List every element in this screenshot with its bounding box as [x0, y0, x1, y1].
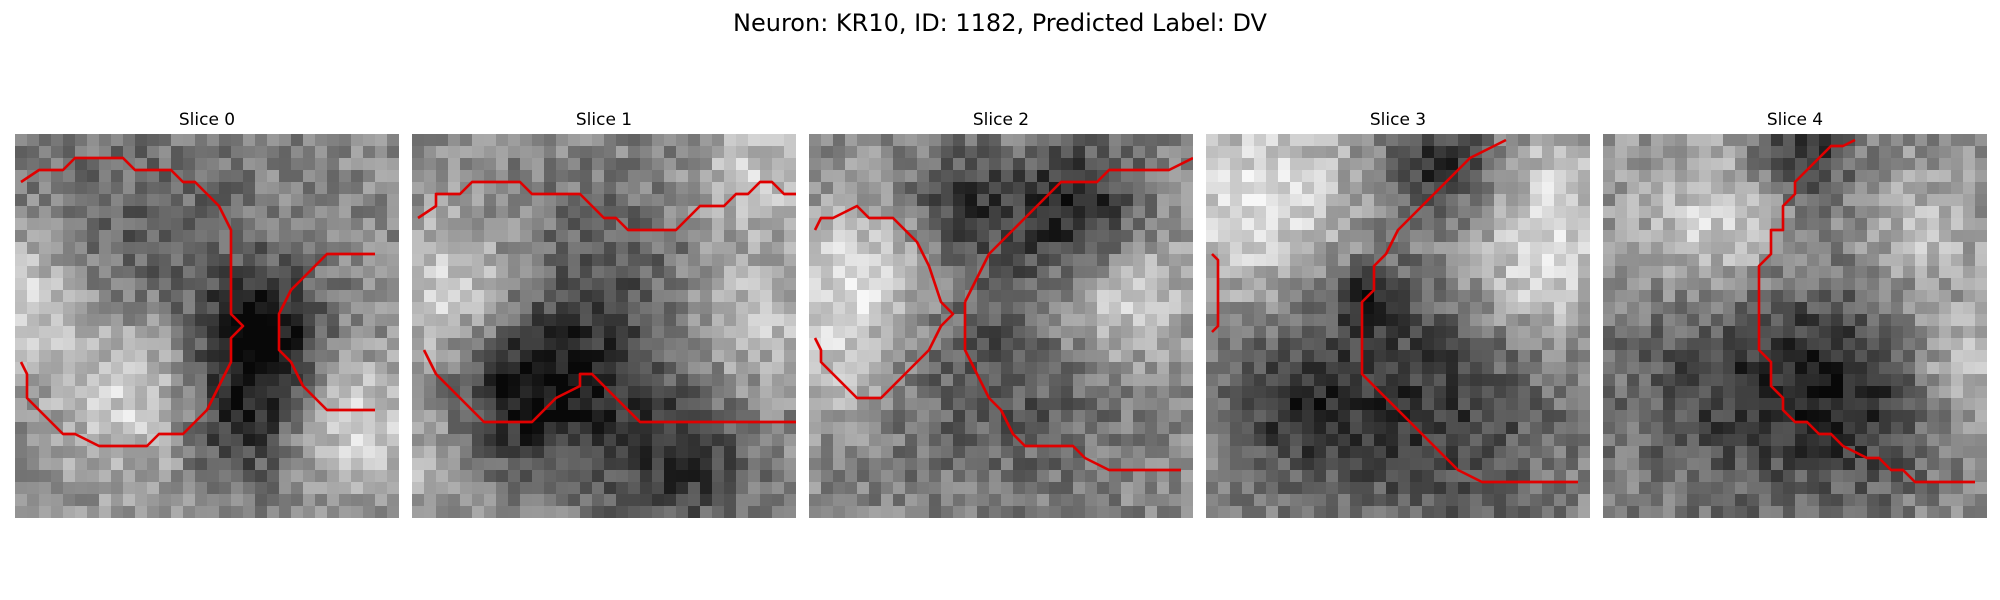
slice-title-1: Slice 1	[575, 110, 633, 130]
slice-title-3: Slice 3	[1369, 110, 1427, 130]
contour-line-0-0	[19, 156, 245, 448]
slice-panel-0: Slice 0	[15, 108, 399, 518]
slice-image-3	[1206, 134, 1590, 518]
slice-panel-1: Slice 1	[412, 108, 796, 518]
slice-image-0	[15, 134, 399, 518]
slice-image-4	[1603, 134, 1987, 518]
contour-line-0-1	[277, 252, 375, 412]
slice-title-0: Slice 0	[178, 110, 236, 130]
figure-title: Neuron: KR10, ID: 1182, Predicted Label:…	[733, 9, 1267, 37]
slice-panel-4: Slice 4	[1603, 108, 1987, 518]
contour-line-2-0	[813, 204, 955, 400]
slice-title-4: Slice 4	[1766, 110, 1824, 130]
slice-panel-3: Slice 3	[1206, 108, 1590, 518]
contour-line-4-0	[1757, 138, 1975, 484]
slice-panel-2: Slice 2	[809, 108, 1193, 518]
slice-image-2	[809, 134, 1193, 518]
slice-title-2: Slice 2	[972, 110, 1030, 130]
contour-line-2-2	[963, 302, 1181, 472]
slice-image-1	[412, 134, 796, 518]
contour-line-2-1	[963, 156, 1193, 303]
contour-line-3-1	[1211, 253, 1220, 333]
contour-line-1-0	[417, 180, 796, 232]
contour-line-1-1	[422, 349, 796, 424]
contour-line-3-0	[1360, 138, 1578, 484]
